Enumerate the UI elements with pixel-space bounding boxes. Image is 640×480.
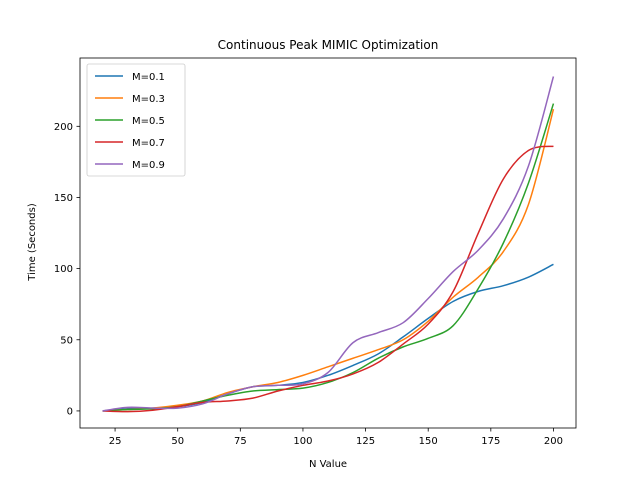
y-tick-label: 0 [67, 406, 73, 417]
legend-label: M=0.3 [132, 94, 165, 105]
series-line-2 [102, 109, 555, 412]
x-tick-label: 175 [481, 436, 500, 447]
legend-label: M=0.1 [132, 72, 165, 83]
axes-frame [79, 57, 577, 429]
series-line-4 [102, 145, 554, 413]
x-tick-label: 125 [356, 436, 375, 447]
legend-label: M=0.7 [132, 138, 165, 149]
legend-box [86, 63, 186, 177]
y-axis-label: Time (Seconds) [27, 203, 38, 282]
legend-label: M=0.5 [132, 116, 165, 127]
y-tick-label: 100 [54, 264, 73, 275]
plot-area: 25 50 75 100 125 150 175 200 0 50 100 150 200 [54, 57, 577, 447]
x-axis-label: N Value [309, 459, 347, 470]
x-tick-label: 50 [171, 436, 184, 447]
series-line-5 [102, 76, 555, 412]
legend-label: M=0.9 [132, 160, 165, 171]
x-tick-label: 200 [544, 436, 563, 447]
legend: M=0.1 M=0.3 M=0.5 M=0.7 M=0.9 [86, 63, 186, 177]
y-tick-label: 200 [54, 122, 73, 133]
y-tick-label: 150 [54, 193, 73, 204]
x-tick-label: 100 [293, 436, 312, 447]
x-tick-label: 150 [419, 436, 438, 447]
x-tick-label: 25 [109, 436, 122, 447]
y-tick-label: 50 [60, 335, 73, 346]
x-tick-label: 75 [234, 436, 247, 447]
chart-title: Continuous Peak MIMIC Optimization [218, 38, 439, 52]
